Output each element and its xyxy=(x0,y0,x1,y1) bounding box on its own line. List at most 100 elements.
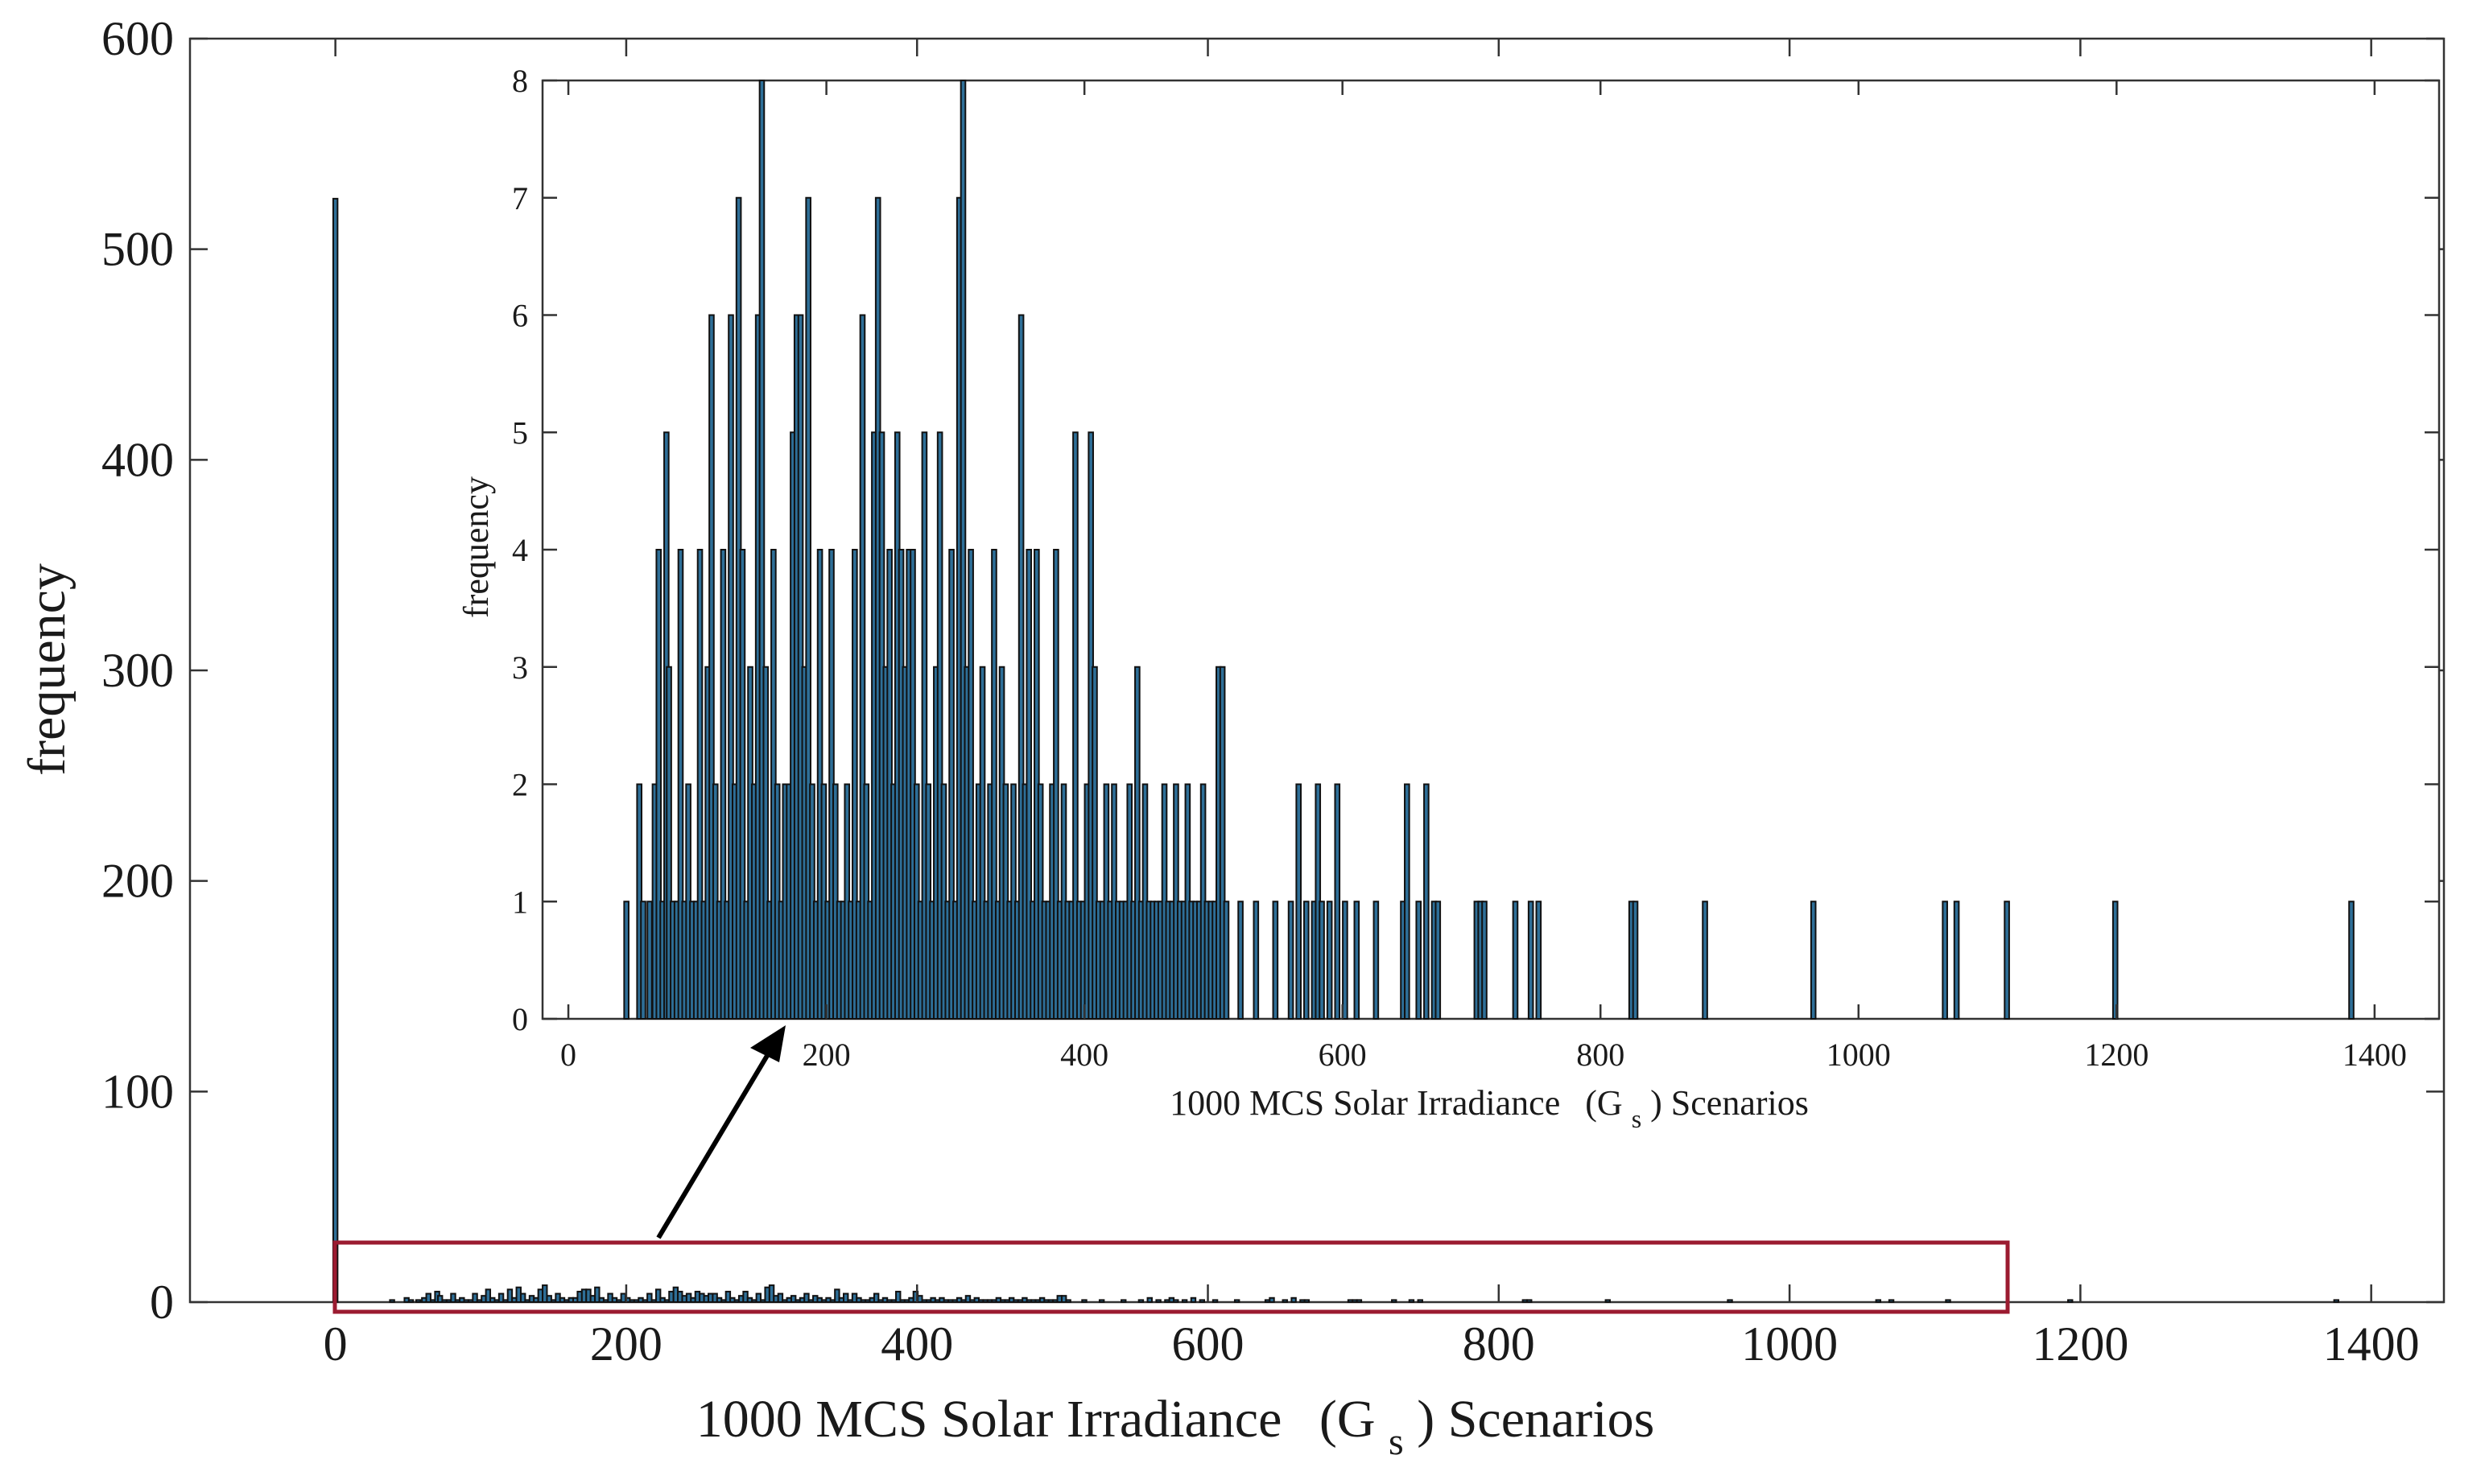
inset-y-tick-label: 1 xyxy=(512,884,528,920)
inset-bar xyxy=(1481,901,1488,1020)
inset-x-tick-label: 1200 xyxy=(2084,1037,2148,1073)
main-bar xyxy=(1211,1299,1219,1304)
main-bar xyxy=(1303,1299,1311,1304)
main-x-axis-title-tail: ) Scenarios xyxy=(1417,1390,1654,1449)
main-bar xyxy=(1417,1299,1423,1304)
main-bar xyxy=(425,1292,431,1304)
inset-bar xyxy=(1272,901,1279,1020)
inset-x-tick-label: 1400 xyxy=(2342,1037,2407,1073)
main-bar xyxy=(964,1295,972,1304)
inset-x-axis-title-symbol: (G xyxy=(1585,1083,1622,1123)
inset-y-axis-title: frequency xyxy=(456,476,496,618)
inset-x-tick-label: 1000 xyxy=(1827,1037,1891,1073)
inset-bar xyxy=(1942,901,1948,1020)
main-bar xyxy=(1290,1296,1297,1304)
inset-y-tick-label: 2 xyxy=(512,767,528,803)
main-bar xyxy=(803,1292,810,1304)
main-bar xyxy=(472,1292,478,1304)
main-y-tick-label: 100 xyxy=(101,1065,174,1118)
inset-x-tick-label: 600 xyxy=(1319,1037,1367,1073)
main-bar xyxy=(519,1292,526,1304)
inset-x-tick-label: 200 xyxy=(803,1037,851,1073)
inset-bar xyxy=(1287,901,1294,1020)
inset-y-tick-label: 4 xyxy=(512,532,528,568)
main-bar xyxy=(542,1284,548,1303)
inset-bar xyxy=(646,901,653,1020)
inset-bar xyxy=(936,431,943,1020)
inset-bar xyxy=(1632,901,1639,1020)
inset-x-axis-title: 1000 MCS Solar Irradiance (G s ) Scenari… xyxy=(1170,1083,1809,1136)
inset-bar xyxy=(1404,783,1410,1020)
inset-y-tick-label: 0 xyxy=(512,1001,528,1037)
main-bar xyxy=(407,1299,415,1304)
main-x-tick-label: 1000 xyxy=(1741,1317,1838,1371)
main-histogram: 0 200 400 600 800 1000 1200 1400 01002003004005… xyxy=(18,12,2446,1466)
main-bar xyxy=(834,1288,840,1304)
main-x-tick-label: 1400 xyxy=(2323,1317,2420,1371)
inset-bar xyxy=(1953,901,1960,1020)
main-bar xyxy=(1282,1299,1288,1304)
main-x-tick-label: 800 xyxy=(1463,1317,1535,1371)
inset-x-axis-title-text: 1000 MCS Solar Irradiance xyxy=(1170,1083,1560,1123)
main-bar xyxy=(485,1288,492,1304)
main-bar xyxy=(1408,1299,1415,1304)
main-bar xyxy=(1945,1299,1951,1304)
inset-y-tick-label: 3 xyxy=(512,649,528,686)
main-x-tick-label: 0 xyxy=(324,1317,348,1371)
main-x-axis-title-text: 1000 MCS Solar Irradiance xyxy=(696,1390,1282,1449)
main-bar xyxy=(450,1292,456,1304)
inset-bar xyxy=(1237,901,1244,1020)
main-bar xyxy=(790,1295,797,1304)
main-bar xyxy=(332,197,339,1303)
inset-background xyxy=(543,80,2439,1019)
inset-x-ticks: 0 200 400 600 800 1000 1200 1400 xyxy=(560,80,2407,1073)
inset-y-tick-label: 7 xyxy=(512,180,528,216)
inset-x-axis-title-subscript: s xyxy=(1632,1104,1641,1133)
main-bars xyxy=(332,197,2340,1304)
main-bar xyxy=(654,1288,662,1304)
inset-bar xyxy=(859,314,866,1020)
main-bar xyxy=(1190,1296,1197,1304)
inset-bar xyxy=(968,549,974,1020)
main-x-tick-label: 600 xyxy=(1172,1317,1244,1371)
main-bar xyxy=(1060,1295,1067,1304)
inset-bar xyxy=(739,549,746,1020)
main-x-axis-title-subscript: s xyxy=(1389,1420,1404,1463)
main-bar xyxy=(755,1292,762,1304)
main-bar xyxy=(1269,1296,1275,1304)
inset-bar xyxy=(1810,901,1817,1020)
main-x-tick-label: 1200 xyxy=(2032,1317,2128,1371)
main-bar xyxy=(546,1295,552,1304)
main-bar xyxy=(1173,1299,1179,1304)
inset-x-axis-title-tail: ) Scenarios xyxy=(1650,1083,1809,1123)
main-y-tick-label: 200 xyxy=(101,855,174,908)
inset-bar xyxy=(1134,666,1141,1020)
inset-bar xyxy=(696,549,704,1020)
inset-bar xyxy=(960,80,967,1020)
main-bar xyxy=(1604,1299,1611,1304)
main-bar xyxy=(1065,1299,1071,1304)
inset-bar xyxy=(655,549,662,1020)
main-x-tick-label: 200 xyxy=(590,1317,662,1371)
inset-bar xyxy=(1415,901,1422,1020)
main-bar xyxy=(437,1295,444,1304)
inset-bar xyxy=(1423,783,1430,1020)
inset-bar xyxy=(1092,666,1098,1020)
inset-y-tick-label: 5 xyxy=(512,414,528,451)
inset-bar xyxy=(1342,901,1348,1020)
main-x-axis-title: 1000 MCS Solar Irradiance (G s ) Scenari… xyxy=(696,1390,1655,1466)
main-bar xyxy=(1526,1299,1533,1304)
inset-bar xyxy=(640,901,646,1020)
main-bar xyxy=(646,1292,653,1304)
inset-x-tick-label: 400 xyxy=(1060,1037,1108,1073)
main-bar xyxy=(1727,1299,1733,1304)
inset-bar xyxy=(1512,901,1519,1020)
inset-bar xyxy=(720,549,727,1020)
inset-y-tick-label: 6 xyxy=(512,298,528,334)
main-bar xyxy=(1888,1299,1895,1304)
main-bar xyxy=(1155,1299,1162,1304)
inset-bar xyxy=(1326,901,1333,1020)
main-bar xyxy=(1181,1299,1188,1304)
inset-bar xyxy=(1434,901,1442,1020)
